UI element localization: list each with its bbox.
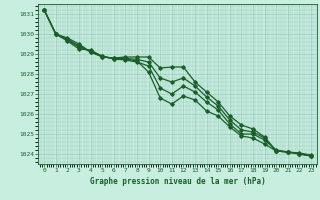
X-axis label: Graphe pression niveau de la mer (hPa): Graphe pression niveau de la mer (hPa) — [90, 177, 266, 186]
